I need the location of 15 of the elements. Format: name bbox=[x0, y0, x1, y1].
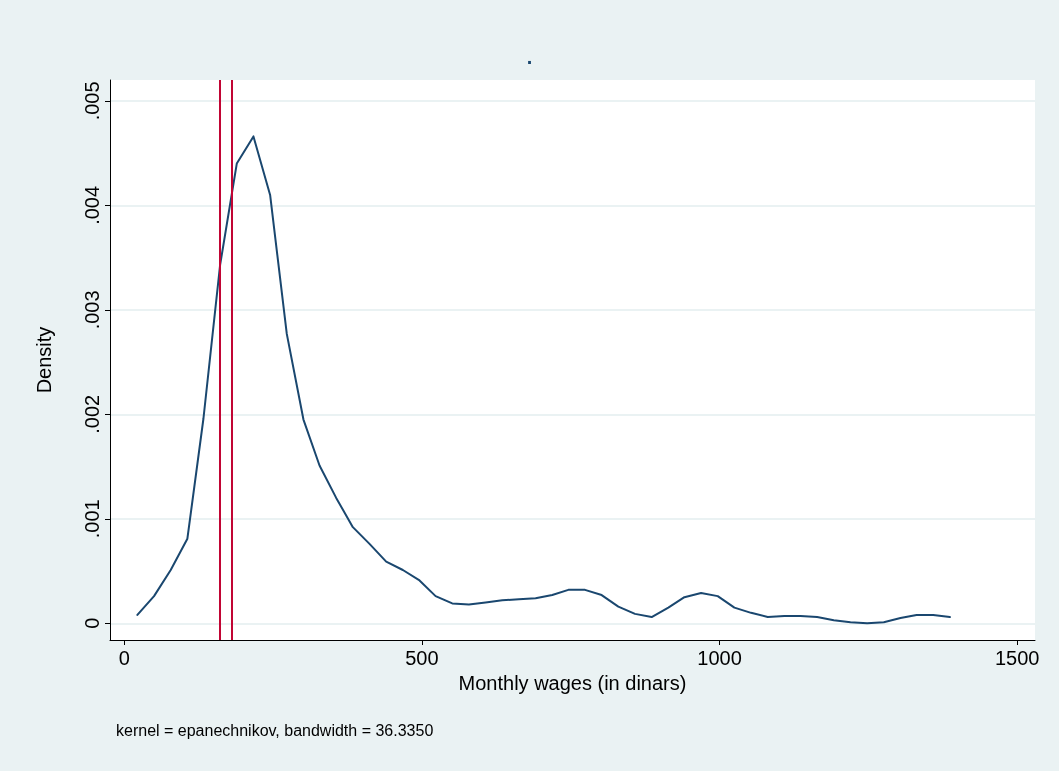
x-axis-title: Monthly wages (in dinars) bbox=[458, 671, 687, 694]
y-tick-label: .004 bbox=[81, 185, 103, 225]
y-tick-label: .005 bbox=[81, 81, 103, 121]
y-tick-label: .002 bbox=[81, 394, 103, 434]
x-tick-label: 1500 bbox=[994, 647, 1040, 669]
chart-title: . bbox=[526, 46, 533, 68]
x-tick-label: 0 bbox=[118, 647, 130, 669]
y-tick-label: .001 bbox=[81, 499, 103, 539]
x-tick-label: 1000 bbox=[697, 647, 742, 669]
line-series bbox=[136, 135, 951, 625]
y-tick-label: .003 bbox=[81, 290, 103, 330]
text: kernel = epanechnikov, bandwidth = 36.3350 bbox=[116, 721, 434, 739]
x-tick-label: 500 bbox=[405, 647, 439, 669]
y-axis-title: Density bbox=[33, 326, 55, 394]
y-tick-label: 0 bbox=[81, 617, 103, 629]
